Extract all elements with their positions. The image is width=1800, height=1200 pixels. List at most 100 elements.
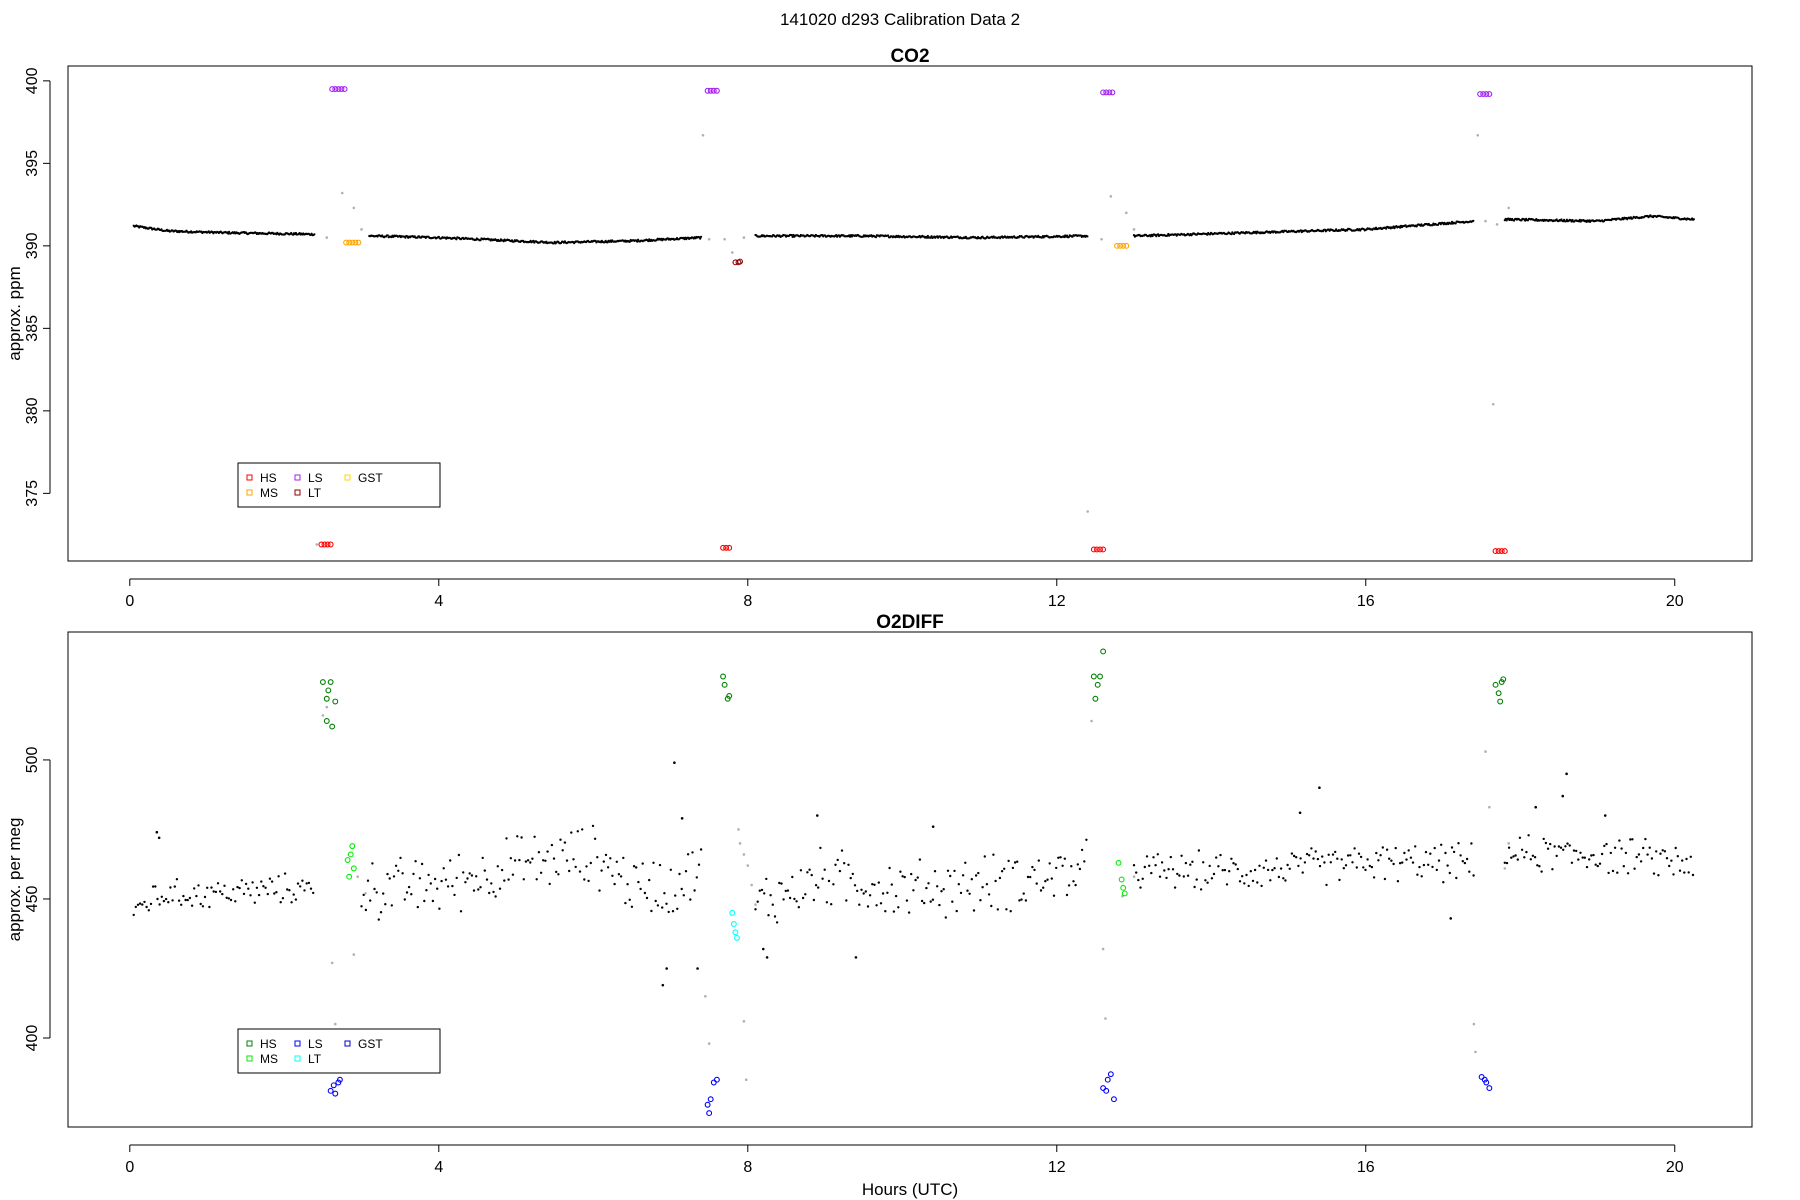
co2-transient-point [1132,228,1136,231]
co2-ambient-point [874,236,878,239]
o2diff-ambient-point [1681,859,1684,862]
o2diff-title: O2DIFF [876,612,944,633]
o2diff-legend-label: LS [308,1037,323,1051]
co2-legend-label: LS [308,471,323,485]
co2-x-tick-label: 8 [743,593,752,610]
o2diff-ambient-point [184,898,187,902]
o2diff-ambient-point [763,892,766,895]
o2diff-ambient-point [758,889,761,892]
o2diff-legend-label: GST [358,1037,383,1051]
o2diff-ambient-point [1683,871,1686,874]
o2diff-ambient-point [1221,869,1224,872]
o2diff-ambient-point [1169,855,1173,859]
o2diff-ambient-point [1644,837,1647,841]
o2diff-ambient-point [1507,846,1511,849]
o2diff-ls-point [710,1079,717,1086]
o2diff-ambient-point [407,885,411,889]
o2diff-ambient-point [1674,846,1677,850]
o2diff-ambient-point [1292,854,1296,858]
o2diff-ambient-point [886,891,889,894]
co2-ambient-point [1431,224,1434,227]
o2diff-ambient-point [827,879,831,883]
co2-ambient-point [1254,230,1257,233]
o2diff-ambient-point [464,881,467,884]
co2-ambient-point [1578,218,1581,221]
o2diff-ambient-point [1013,861,1017,864]
o2diff-ambient-point [587,879,590,883]
co2-hs-point [324,541,331,548]
co2-ls-point [713,87,720,94]
o2diff-ambient-point [678,872,681,876]
o2diff-y-tick-label: 450 [24,886,41,913]
o2diff-ambient-point [546,850,549,853]
o2diff-ambient-point [656,904,660,907]
co2-ambient-point [1230,233,1233,236]
o2diff-ambient-point [236,885,239,889]
o2diff-ambient-point [244,882,248,886]
o2diff-ambient-point [868,894,872,897]
o2diff-ambient-point [853,884,857,887]
o2diff-ambient-point [1217,865,1220,868]
o2diff-ambient-point [1626,872,1630,875]
o2diff-ambient-point [617,873,621,876]
o2diff-series-ls [327,1071,1493,1117]
co2-ms-point [1117,242,1124,249]
o2diff-ambient-point [1020,898,1023,901]
o2diff-ambient-point [1182,875,1186,878]
o2diff-ambient-point [537,851,541,854]
co2-transient-point [315,543,319,546]
co2-series-hs [318,541,1508,555]
o2diff-ambient-point [946,869,950,872]
o2diff-ambient-point [164,897,168,901]
o2diff-ambient-point [264,886,267,889]
co2-ambient-point [648,238,651,241]
o2diff-hs-point [319,679,326,686]
o2diff-ambient-point [632,865,636,868]
o2diff-ambient-point [892,910,896,913]
o2diff-ambient-point [500,868,504,872]
o2diff-ambient-point [593,837,597,840]
o2diff-ambient-point [977,871,980,875]
o2diff-ambient-point [1366,858,1369,861]
co2-hs-point [720,544,727,551]
o2diff-ambient-point [1318,786,1321,790]
o2diff-ambient-point [1516,858,1520,861]
o2diff-ambient-point [1463,861,1467,865]
o2diff-ambient-point [253,901,256,904]
o2diff-panel: O2DIFF 0 4 8 12 16 20 Hours (UTC) 400 450 500 appro… [5,612,1753,1199]
co2-transient-point [352,206,356,210]
co2-plot-frame [67,65,1753,562]
o2diff-ambient-point [1433,846,1436,850]
o2diff-ambient-point [388,877,391,880]
o2diff-transient-point [1101,947,1105,951]
o2diff-transient-point [744,1078,748,1082]
o2diff-ambient-point [149,902,153,906]
co2-transient-point [1491,402,1495,406]
co2-ambient-point [647,240,650,243]
o2diff-ambient-point [1152,856,1155,859]
co2-ms-point [352,239,359,246]
o2diff-ambient-point [392,875,396,878]
o2diff-ambient-point [966,889,969,892]
o2diff-ambient-point [1208,864,1211,868]
o2diff-ambient-point [1379,854,1382,857]
o2diff-ls-point [704,1101,711,1108]
o2diff-ambient-point [1171,868,1175,871]
o2diff-ambient-point [1648,846,1651,849]
o2diff-ambient-point [851,872,854,876]
co2-ambient-point [594,239,597,242]
o2diff-ambient-point [1085,838,1088,841]
o2diff-ambient-point [466,877,469,880]
o2diff-ambient-point [539,871,543,874]
o2diff-ambient-point [481,856,484,860]
o2diff-ambient-point [1448,871,1452,875]
o2diff-ambient-point [673,761,676,765]
o2diff-ambient-point [281,897,285,900]
o2diff-ambient-point [897,906,900,909]
o2diff-ambient-point [1663,850,1667,853]
o2diff-ambient-point [1359,855,1363,859]
o2diff-ambient-point [1083,860,1086,863]
o2diff-ambient-point [923,901,926,905]
o2diff-ambient-point [1533,856,1537,859]
